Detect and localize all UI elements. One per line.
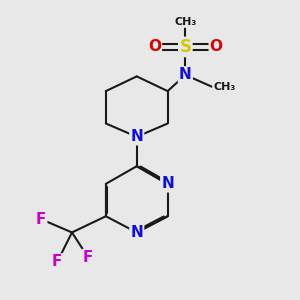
- Text: F: F: [83, 250, 93, 265]
- Text: F: F: [36, 212, 46, 227]
- Text: CH₃: CH₃: [174, 17, 196, 27]
- Text: N: N: [161, 176, 174, 191]
- Text: F: F: [52, 254, 62, 269]
- Text: O: O: [148, 39, 161, 54]
- Text: S: S: [179, 38, 191, 56]
- Text: N: N: [179, 68, 192, 82]
- Text: CH₃: CH₃: [213, 82, 236, 92]
- Text: O: O: [210, 39, 223, 54]
- Text: N: N: [130, 225, 143, 240]
- Text: N: N: [130, 129, 143, 144]
